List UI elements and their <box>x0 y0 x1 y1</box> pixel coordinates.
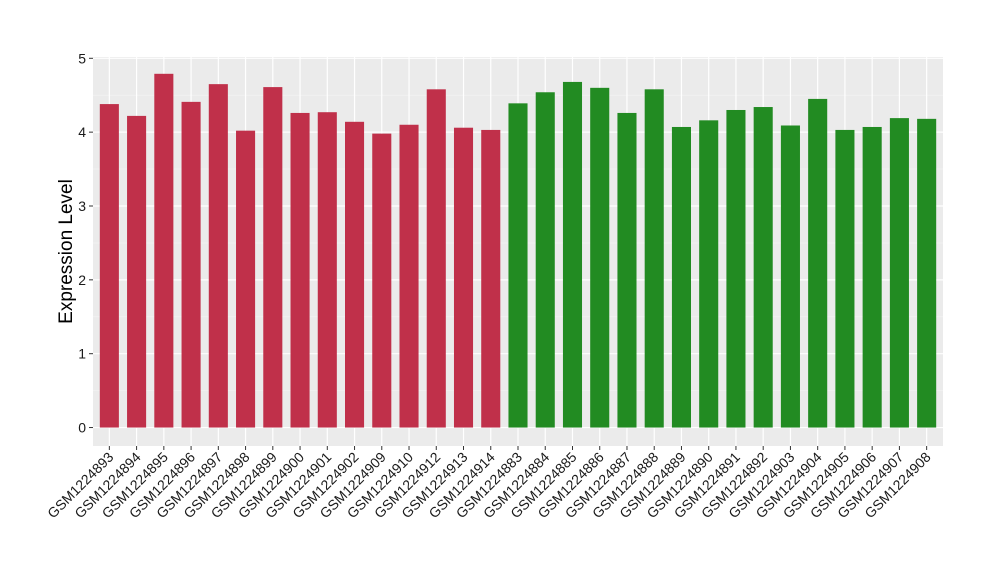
bar-GSM1224899 <box>263 87 283 428</box>
bar-GSM1224902 <box>345 121 365 428</box>
bar-GSM1224900 <box>290 112 310 428</box>
bar-GSM1224906 <box>862 126 882 428</box>
bar-GSM1224913 <box>453 127 474 428</box>
bar-GSM1224889 <box>671 126 691 428</box>
bar-GSM1224893 <box>99 104 119 428</box>
x-axis: GSM1224893GSM1224894GSM1224895GSM1224896… <box>44 446 934 521</box>
bar-GSM1224908 <box>917 118 937 428</box>
bar-GSM1224910 <box>399 124 419 428</box>
bar-GSM1224895 <box>154 73 174 428</box>
y-tick-label: 5 <box>78 50 86 66</box>
y-axis: 0 1 2 3 4 5 <box>78 50 93 436</box>
bar-GSM1224894 <box>127 115 147 428</box>
bar-GSM1224914 <box>481 129 501 428</box>
bar-GSM1224907 <box>889 118 909 428</box>
bar-GSM1224896 <box>181 101 201 428</box>
bar-GSM1224886 <box>590 87 610 428</box>
y-tick-label: 0 <box>78 420 86 436</box>
bar-GSM1224888 <box>644 89 664 428</box>
bar-GSM1224903 <box>780 125 800 428</box>
bar-GSM1224885 <box>562 81 583 428</box>
bar-GSM1224901 <box>317 112 337 428</box>
bar-GSM1224887 <box>617 112 637 428</box>
bar-GSM1224904 <box>808 98 828 428</box>
y-tick-label: 1 <box>78 346 86 362</box>
y-tick-label: 2 <box>78 272 86 288</box>
bar-GSM1224890 <box>699 120 719 428</box>
bar-GSM1224909 <box>372 133 392 428</box>
bar-GSM1224912 <box>426 89 446 428</box>
bar-GSM1224898 <box>236 130 256 428</box>
bar-GSM1224891 <box>726 109 746 428</box>
bar-GSM1224905 <box>835 129 855 428</box>
y-axis-title: Expression Level <box>56 179 77 324</box>
y-tick-label: 3 <box>78 198 86 214</box>
bar-GSM1224884 <box>535 92 555 428</box>
bars <box>99 73 937 428</box>
bar-GSM1224897 <box>208 84 228 428</box>
bar-GSM1224883 <box>508 103 528 428</box>
bar-GSM1224892 <box>753 107 773 428</box>
y-tick-label: 4 <box>78 124 86 140</box>
